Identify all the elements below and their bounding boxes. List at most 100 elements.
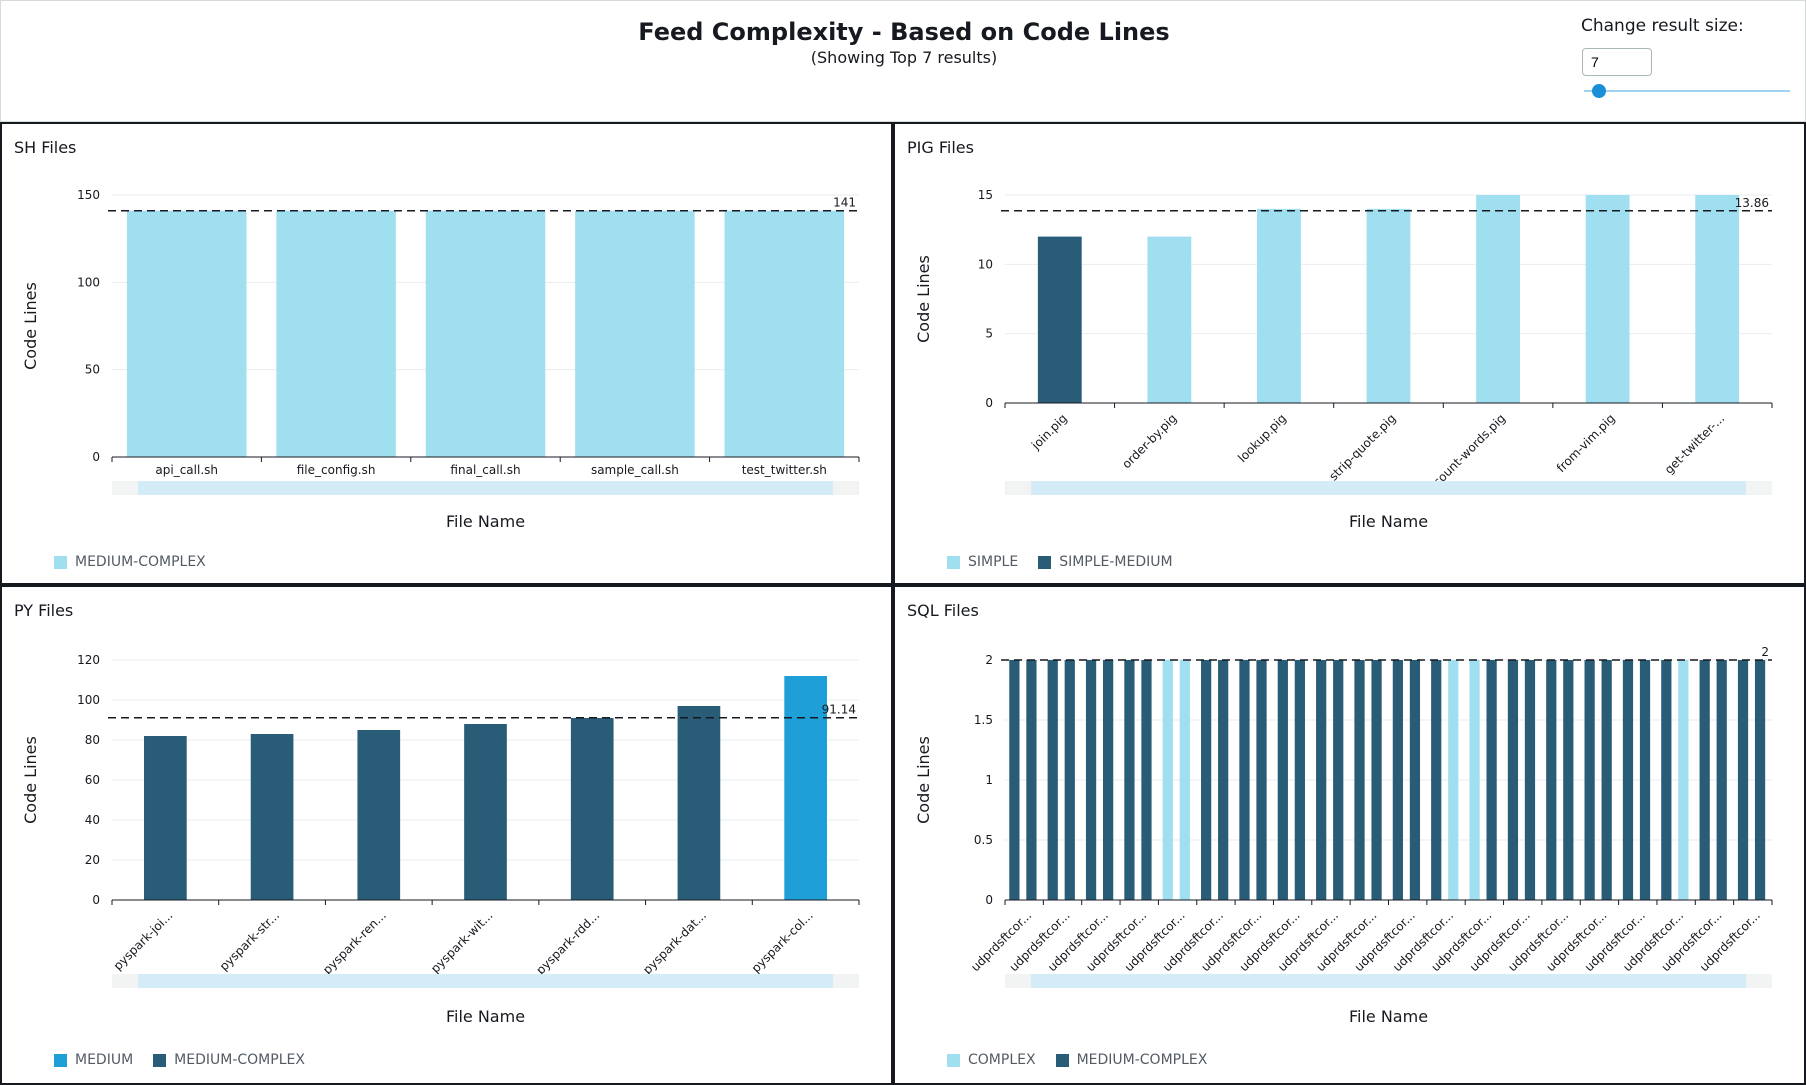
bar: [1601, 660, 1612, 900]
bar: [784, 676, 827, 900]
y-tick-label: 1.5: [974, 713, 993, 727]
bar: [1257, 208, 1301, 403]
bar: [1239, 660, 1250, 900]
chart-scrollbar-thumb[interactable]: [138, 974, 833, 988]
average-label: 91.14: [822, 703, 856, 717]
panel-title: PIG Files: [907, 138, 974, 157]
y-tick-label: 80: [85, 733, 100, 747]
chart-scrollbar-thumb[interactable]: [138, 481, 833, 495]
bar: [1524, 660, 1536, 900]
x-tick-label: get-twitter-...: [1662, 411, 1727, 476]
legend-item[interactable]: MEDIUM-COMPLEX: [153, 1052, 305, 1068]
legend-swatch: [54, 555, 67, 569]
result-size-label: Change result size:: [1581, 16, 1744, 36]
x-tick-label: file_config.sh: [297, 463, 376, 477]
bar: [724, 210, 845, 457]
x-tick-label: api_call.sh: [155, 463, 218, 477]
bar: [1754, 660, 1766, 900]
x-tick-label: order-by.pig: [1119, 411, 1179, 471]
x-tick-label: count-words.pig: [1430, 411, 1508, 489]
result-size-input[interactable]: [1582, 48, 1652, 76]
y-axis-title: Code Lines: [21, 282, 40, 370]
legend-label: MEDIUM-COMPLEX: [75, 554, 206, 570]
y-tick-label: 150: [77, 188, 100, 202]
bar: [1124, 660, 1135, 900]
bar: [1469, 660, 1480, 900]
bar: [1476, 195, 1520, 403]
legend-label: MEDIUM: [75, 1052, 134, 1068]
y-tick-label: 100: [77, 693, 100, 707]
x-axis-title: File Name: [1349, 512, 1428, 531]
bar: [1585, 195, 1630, 403]
slider-thumb[interactable]: [1592, 84, 1607, 98]
y-tick-label: 60: [85, 773, 100, 787]
chart-legend: SIMPLE SIMPLE-MEDIUM: [947, 554, 1173, 570]
average-label: 141: [833, 196, 856, 210]
chart-scrollbar-thumb[interactable]: [1031, 481, 1746, 495]
bar: [464, 724, 507, 900]
bar: [1507, 660, 1519, 900]
bar: [1162, 660, 1173, 900]
chart-panel-sh: SH Files 0 50 100 150 Code Lines api_call.sh f…: [0, 122, 893, 585]
legend-swatch: [153, 1053, 167, 1067]
y-tick-label: 15: [978, 188, 993, 202]
x-tick-label: from-vim.pig: [1554, 411, 1618, 475]
bar: [144, 736, 187, 900]
bar: [1026, 660, 1037, 900]
bar: [1695, 195, 1740, 403]
y-tick-label: 0: [985, 396, 993, 410]
bar: [575, 210, 695, 457]
bar: [1486, 660, 1497, 900]
legend-swatch: [1055, 1053, 1069, 1067]
bar: [1316, 660, 1327, 900]
bar: [677, 706, 721, 900]
bar: [1661, 660, 1672, 900]
bar: [1716, 660, 1727, 900]
sh-files-chart: 0 50 100 150 Code Lines api_call.sh file_confi…: [21, 188, 860, 531]
bar: [1431, 660, 1442, 900]
bar: [1584, 660, 1595, 900]
y-tick-label: 5: [985, 327, 993, 341]
legend-label: SIMPLE-MEDIUM: [1059, 554, 1173, 570]
bar: [1678, 660, 1689, 900]
legend-label: MEDIUM-COMPLEX: [1076, 1052, 1208, 1068]
bar: [126, 210, 247, 457]
panel-title: SH Files: [14, 138, 77, 157]
bar: [1333, 660, 1344, 900]
page-title: Feed Complexity - Based on Code Lines: [638, 18, 1170, 46]
y-axis-title: Code Lines: [21, 736, 40, 824]
bar: [276, 210, 396, 457]
chart-legend: COMPLEX MEDIUM-COMPLEX: [947, 1052, 1207, 1068]
y-tick-label: 0.5: [974, 833, 993, 847]
x-tick-label: pyspark-wit...: [428, 908, 495, 975]
x-axis-title: File Name: [446, 1007, 525, 1026]
legend-item[interactable]: COMPLEX: [947, 1052, 1036, 1068]
legend-swatch: [1038, 555, 1052, 569]
legend-item[interactable]: MEDIUM: [54, 1052, 133, 1068]
bar: [1354, 660, 1365, 900]
x-tick-label: pyspark-joi...: [111, 908, 176, 973]
bar: [250, 734, 294, 900]
result-size-slider[interactable]: [1584, 83, 1790, 99]
legend-item[interactable]: MEDIUM-COMPLEX: [1055, 1052, 1208, 1068]
y-axis-title: Code Lines: [914, 255, 933, 343]
bar: [1392, 660, 1403, 900]
x-tick-label: lookup.pig: [1235, 411, 1289, 465]
x-tick-label: final_call.sh: [450, 463, 520, 477]
legend-swatch: [947, 1053, 960, 1067]
x-tick-label: strip-quote.pig: [1326, 411, 1398, 483]
y-tick-label: 50: [85, 363, 100, 377]
bar: [1085, 660, 1097, 900]
bar: [1256, 660, 1267, 900]
chart-scrollbar-thumb[interactable]: [1031, 974, 1746, 988]
average-label: 2: [1761, 645, 1769, 659]
bar: [1409, 660, 1421, 900]
y-tick-label: 1: [985, 773, 993, 787]
bar: [1277, 660, 1288, 900]
bar: [1201, 660, 1212, 900]
legend-item[interactable]: MEDIUM-COMPLEX: [54, 554, 206, 570]
x-tick-label: test_twitter.sh: [742, 463, 827, 477]
legend-item[interactable]: SIMPLE-MEDIUM: [1038, 554, 1173, 570]
legend-item[interactable]: SIMPLE: [947, 554, 1018, 570]
